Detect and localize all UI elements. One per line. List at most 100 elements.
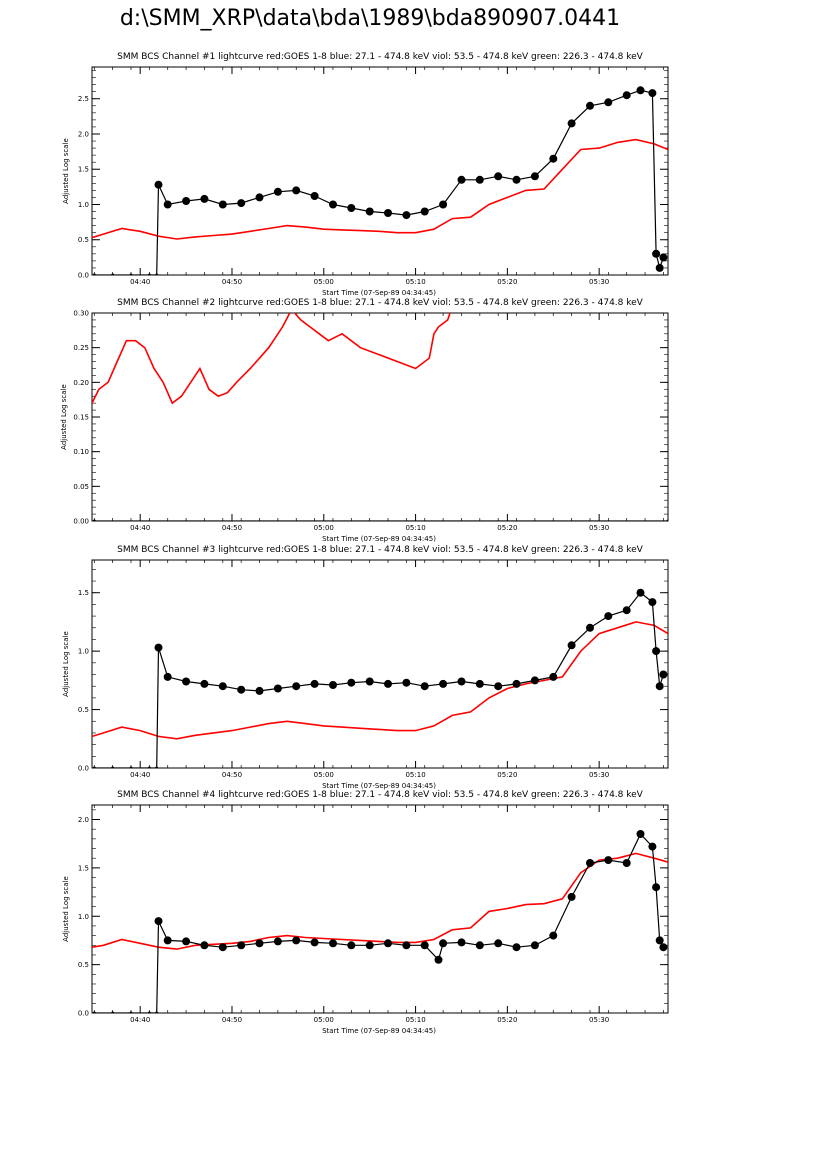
bcs-data-point	[402, 211, 411, 220]
x-axis-label: Start Time (07-Sep-89 04:34:45)	[322, 535, 436, 543]
bcs-data-point	[549, 154, 558, 163]
x-tick-label: 04:40	[130, 771, 150, 779]
bcs-data-point	[255, 939, 264, 948]
bcs-data-point	[155, 766, 159, 768]
bcs-data-point	[154, 643, 163, 652]
bcs-data-point	[273, 187, 282, 196]
bcs-data-point	[659, 670, 668, 679]
bcs-data-point	[237, 199, 246, 208]
bcs-data-point	[347, 204, 356, 212]
y-tick-label: 1.5	[78, 589, 89, 597]
y-tick-label: 0.20	[73, 379, 89, 387]
x-tick-label: 05:00	[314, 771, 334, 779]
bcs-data-point	[384, 209, 392, 217]
bcs-data-point	[255, 193, 264, 202]
chart-panel-4: SMM BCS Channel #4 lightcurve red:GOES 1…	[0, 790, 826, 1040]
x-tick-label: 05:20	[497, 771, 517, 779]
y-tick-label: 2.0	[78, 130, 89, 138]
y-axis-label: Adjusted Log scale	[60, 384, 68, 450]
bcs-data-point	[218, 682, 227, 691]
x-tick-label: 04:50	[222, 278, 242, 286]
bcs-data-point	[530, 172, 539, 181]
bcs-data-point	[648, 598, 657, 607]
y-tick-label: 0.0	[78, 1010, 89, 1018]
chart-title: SMM BCS Channel #4 lightcurve red:GOES 1…	[117, 790, 643, 800]
bcs-data-point	[310, 192, 319, 200]
x-tick-label: 05:20	[497, 1016, 517, 1024]
goes-series-line	[92, 621, 668, 740]
bcs-data-point	[155, 273, 159, 275]
plot-frame	[91, 66, 669, 276]
bcs-data-point	[182, 677, 191, 686]
bcs-data-point	[622, 606, 631, 615]
x-tick-label: 05:30	[589, 278, 609, 286]
x-axis-label: Start Time (07-Sep-89 04:34:45)	[322, 782, 436, 790]
y-tick-label: 1.5	[78, 166, 89, 174]
bcs-data-point	[182, 937, 191, 946]
bcs-data-point	[329, 200, 337, 209]
bcs-data-point	[163, 200, 172, 209]
y-axis-label: Adjusted Log scale	[62, 631, 70, 697]
bcs-data-point	[111, 766, 115, 768]
bcs-series-line	[94, 832, 664, 1013]
bcs-data-point	[329, 681, 337, 689]
y-tick-label: 1.0	[78, 648, 89, 656]
bcs-data-point	[512, 679, 521, 688]
bcs-data-point	[147, 766, 151, 768]
chart-plot: 04:40 04:50 05:00 05:10 05:20 05:30 0.0 0.5 1.0 1…	[78, 804, 669, 1024]
y-tick-label: 0.25	[73, 344, 89, 352]
bcs-data-point	[310, 679, 319, 688]
chart-panel-2: SMM BCS Channel #2 lightcurve red:GOES 1…	[0, 298, 826, 548]
bcs-data-point	[92, 273, 96, 275]
y-tick-label: 0.05	[73, 483, 89, 491]
bcs-data-point	[530, 676, 539, 685]
bcs-data-point	[402, 941, 411, 950]
x-tick-label: 05:30	[589, 524, 609, 532]
series-group	[92, 86, 668, 275]
bcs-data-point	[475, 941, 484, 950]
x-tick-label: 05:00	[314, 524, 334, 532]
bcs-data-point	[292, 682, 301, 691]
chart-plot: 04:40 04:50 05:00 05:10 05:20 05:30 0.00 0.05 0.…	[73, 310, 669, 532]
bcs-data-point	[111, 273, 115, 275]
bcs-series-line	[94, 591, 664, 768]
x-axis-label: Start Time (07-Sep-89 04:34:45)	[322, 1027, 436, 1035]
y-tick-label: 1.0	[78, 913, 89, 921]
y-tick-label: 0.00	[73, 518, 89, 526]
bcs-data-point	[652, 883, 661, 892]
bcs-data-point	[129, 1011, 133, 1013]
bcs-data-point	[655, 682, 664, 691]
bcs-data-point	[622, 91, 631, 100]
plot-frame	[91, 804, 669, 1014]
bcs-data-point	[549, 931, 558, 940]
chart-panel-1: SMM BCS Channel #1 lightcurve red:GOES 1…	[0, 52, 826, 302]
bcs-data-point	[92, 519, 96, 521]
y-tick-label: 0.15	[73, 414, 89, 422]
bcs-data-point	[218, 943, 227, 952]
bcs-data-point	[652, 647, 661, 656]
bcs-data-point	[494, 682, 503, 691]
bcs-data-point	[475, 175, 484, 184]
bcs-data-point	[310, 938, 319, 947]
bcs-data-point	[648, 89, 657, 98]
bcs-data-point	[129, 766, 133, 768]
y-tick-label: 0.0	[78, 765, 89, 773]
y-tick-label: 2.5	[78, 95, 89, 103]
bcs-data-point	[439, 679, 448, 688]
bcs-data-point	[457, 175, 466, 184]
bcs-data-point	[439, 200, 448, 209]
bcs-data-point	[329, 939, 337, 948]
goes-series-line	[92, 138, 668, 240]
x-axis-label: Start Time (07-Sep-89 04:34:45)	[322, 289, 436, 297]
bcs-data-point	[384, 679, 392, 688]
bcs-data-point	[147, 1011, 151, 1013]
bcs-data-point	[154, 917, 163, 926]
chart-title: SMM BCS Channel #1 lightcurve red:GOES 1…	[117, 52, 643, 62]
plot-frame	[91, 312, 669, 522]
bcs-data-point	[200, 941, 209, 950]
bcs-data-point	[292, 936, 301, 945]
goes-series-line	[92, 313, 451, 405]
x-tick-label: 04:50	[222, 771, 242, 779]
chart-title: SMM BCS Channel #2 lightcurve red:GOES 1…	[117, 298, 643, 308]
x-tick-label: 04:40	[130, 1016, 150, 1024]
